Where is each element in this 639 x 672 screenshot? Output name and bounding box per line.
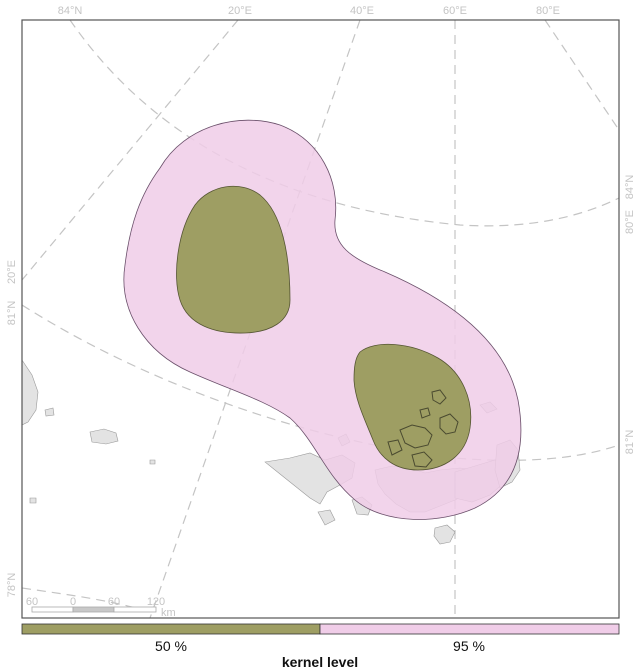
land-island-outline xyxy=(419,407,431,419)
land-island xyxy=(433,524,456,545)
graticule-parallel xyxy=(69,20,619,227)
land-island xyxy=(44,407,55,417)
land-island-outline xyxy=(387,439,403,456)
kernel-50-area-south xyxy=(353,343,472,471)
graticule-label-left: 81°N xyxy=(6,301,18,326)
legend-title: kernel level xyxy=(282,654,358,670)
land-under-kernel xyxy=(387,389,459,468)
scale-bar-segment xyxy=(31,606,74,613)
graticule-label-left: 20°E xyxy=(6,260,18,284)
land-island-outline xyxy=(399,424,433,449)
scale-bar-segment xyxy=(113,606,157,613)
land-island xyxy=(149,459,156,465)
legend-swatch-95 xyxy=(319,623,620,635)
map-frame xyxy=(21,19,620,619)
graticule-label-top: 40°E xyxy=(350,5,374,17)
legend-swatch-50 xyxy=(21,623,321,635)
graticule-label-right: 80°E xyxy=(624,210,636,234)
graticule-label-left: 78°N xyxy=(6,573,18,598)
graticule-label-right: 84°N xyxy=(624,175,636,200)
land-island xyxy=(317,509,336,526)
scale-bar-tick-label: 60 xyxy=(108,596,120,608)
legend: 50 % 95 % kernel level xyxy=(21,623,620,670)
scale-bar: 60 0 60 120 km xyxy=(26,596,176,619)
graticule-meridian xyxy=(544,20,619,131)
graticule-parallel xyxy=(22,587,151,613)
scale-bar-tick-label: 120 xyxy=(147,596,165,608)
kernel-50-area-north xyxy=(176,186,291,334)
scale-bar-tick-label: 60 xyxy=(26,596,38,608)
graticule-parallel xyxy=(22,304,619,461)
graticule-meridian xyxy=(22,20,239,281)
legend-label-95: 95 % xyxy=(453,638,485,654)
graticule-label-top: 20°E xyxy=(228,5,252,17)
graticule-label-top: 80°E xyxy=(536,5,560,17)
land-island xyxy=(29,497,37,504)
land-island xyxy=(22,359,39,426)
land-island xyxy=(89,428,119,445)
graticule-label-top: 60°E xyxy=(443,5,467,17)
scale-bar-unit: km xyxy=(161,607,176,619)
graticule-label-right: 81°N xyxy=(624,430,636,455)
legend-label-50: 50 % xyxy=(155,638,187,654)
land-island-outline xyxy=(439,413,459,435)
graticule-label-top: 84°N xyxy=(58,5,83,17)
land-island-outline xyxy=(411,451,433,468)
scale-bar-tick-label: 0 xyxy=(70,596,76,608)
land-island-outline xyxy=(431,389,447,405)
